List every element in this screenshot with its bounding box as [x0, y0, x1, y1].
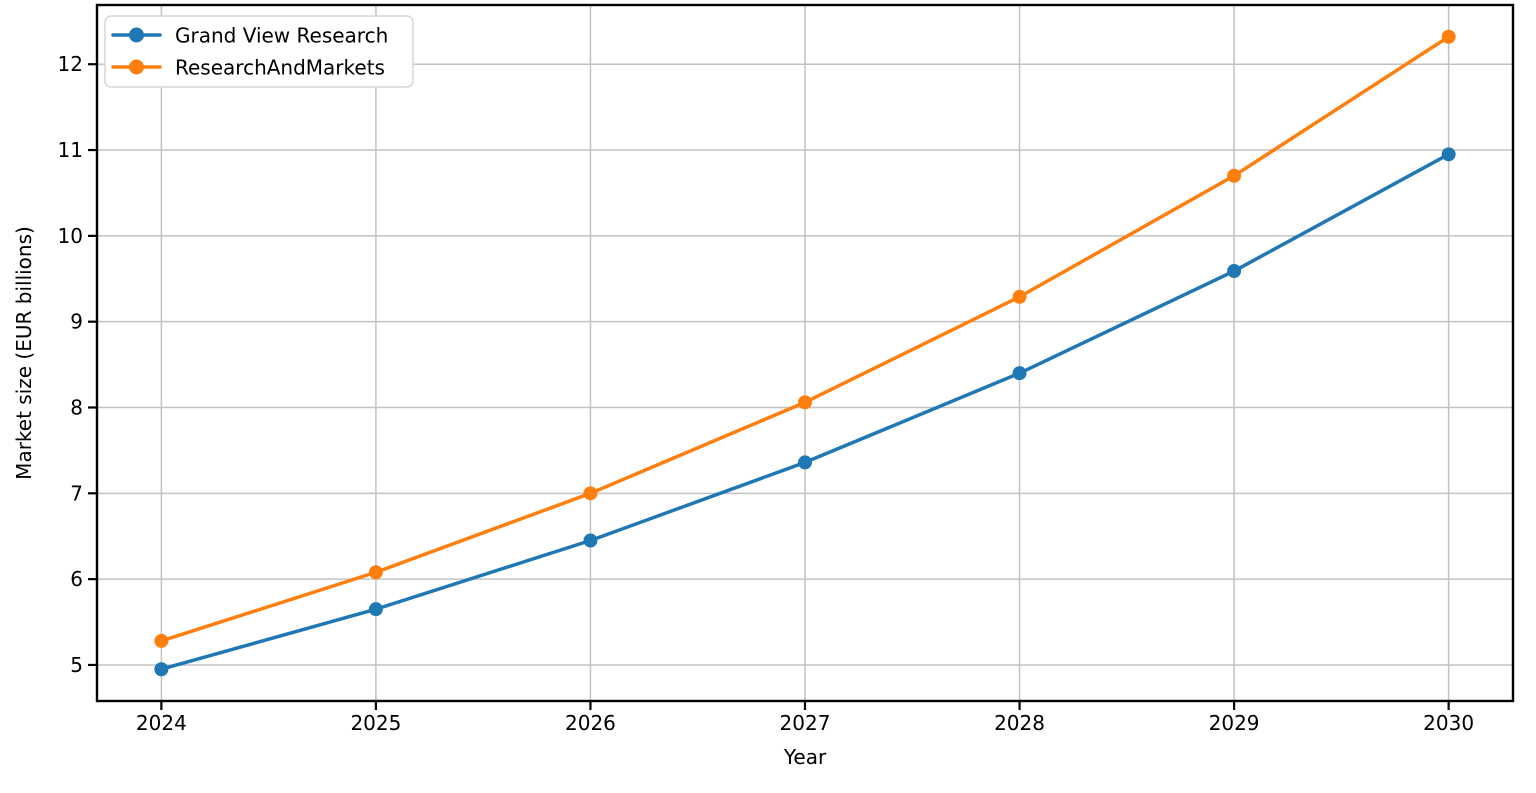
y-tick-label-6: 6 — [70, 567, 83, 591]
data-point-researchandmarkets-2024 — [154, 633, 169, 648]
data-point-researchandmarkets-2027 — [798, 395, 812, 410]
data-point-grand-view-research-2025 — [368, 602, 383, 617]
y-tick-label-5: 5 — [70, 653, 83, 677]
data-point-researchandmarkets-2026 — [583, 486, 598, 501]
x-tick-label-2027: 2027 — [780, 711, 831, 735]
data-point-grand-view-research-2030 — [1441, 147, 1456, 162]
x-tick-label-2025: 2025 — [350, 711, 401, 735]
legend-marker-grand-view-research — [129, 27, 144, 43]
data-point-researchandmarkets-2028 — [1012, 289, 1027, 304]
data-point-grand-view-research-2029 — [1227, 264, 1242, 279]
y-tick-label-9: 9 — [70, 310, 83, 334]
data-point-grand-view-research-2026 — [583, 533, 598, 548]
data-point-grand-view-research-2024 — [154, 662, 169, 677]
x-tick-label-2030: 2030 — [1423, 711, 1474, 735]
x-tick-label-2024: 2024 — [136, 711, 187, 735]
tick-layer: 2024 2025 2026 2027 2028 2029 2030 5 6 7 8 9 10 11 12 — [58, 52, 1475, 735]
legend: Grand View Research ResearchAndMarkets — [104, 15, 414, 88]
legend-label-researchandmarkets: ResearchAndMarkets — [175, 56, 385, 80]
y-tick-label-10: 10 — [58, 224, 83, 248]
x-axis-label: Year — [783, 745, 827, 769]
grid-layer — [97, 5, 1513, 701]
x-tick-label-2029: 2029 — [1209, 711, 1260, 735]
x-tick-label-2028: 2028 — [994, 711, 1045, 735]
data-point-grand-view-research-2028 — [1012, 366, 1027, 381]
legend-box — [104, 15, 414, 88]
data-point-researchandmarkets-2030 — [1441, 29, 1456, 44]
y-tick-label-7: 7 — [70, 481, 83, 505]
x-tick-label-2026: 2026 — [565, 711, 616, 735]
y-tick-label-8: 8 — [70, 395, 83, 419]
y-tick-label-11: 11 — [58, 138, 83, 162]
data-point-researchandmarkets-2029 — [1227, 168, 1242, 183]
legend-label-grand-view-research: Grand View Research — [175, 24, 388, 48]
data-point-researchandmarkets-2025 — [368, 565, 383, 580]
data-point-grand-view-research-2027 — [798, 455, 812, 470]
legend-marker-researchandmarkets — [129, 59, 144, 75]
series-layer — [154, 29, 1456, 677]
y-axis-label: Market size (EUR billions) — [12, 226, 36, 480]
y-tick-label-12: 12 — [58, 52, 83, 76]
